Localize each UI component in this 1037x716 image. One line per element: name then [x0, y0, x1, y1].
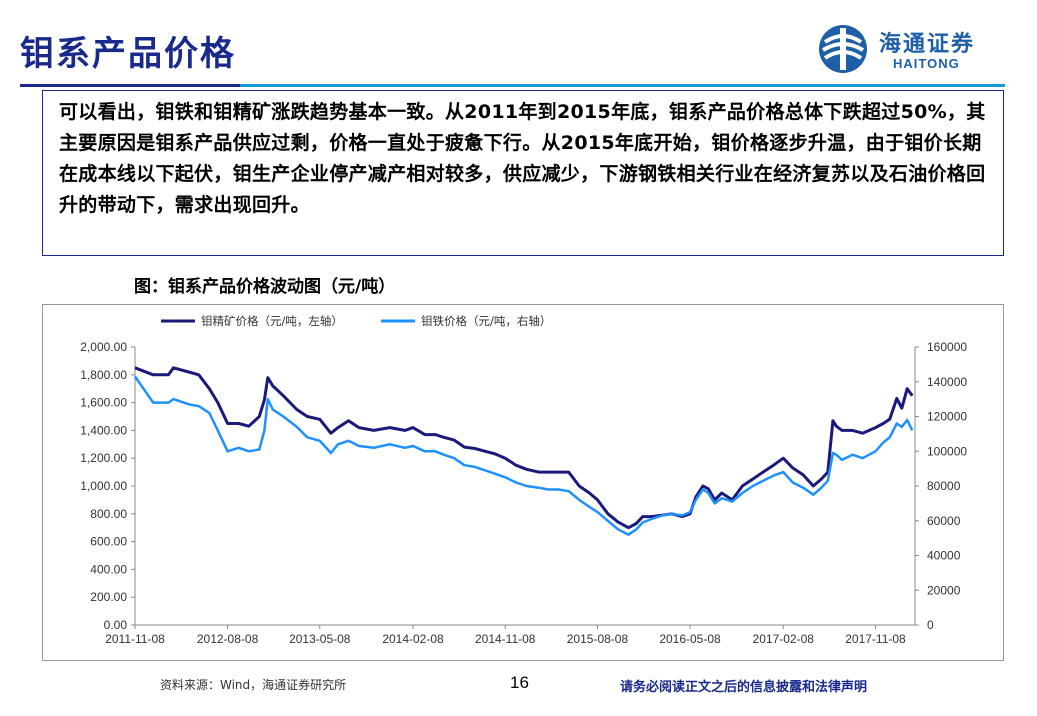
summary-box: 可以看出，钼铁和钼精矿涨跌趋势基本一致。从2011年到2015年底，钼系产品价格…	[42, 90, 1004, 256]
y-right-tick-label: 0	[927, 618, 934, 632]
y-left-tick-label: 1,200.00	[80, 451, 127, 465]
y-right-tick-label: 80000	[927, 479, 961, 493]
y-left-tick-label: 200.00	[90, 590, 127, 604]
x-tick-label: 2015-08-08	[567, 632, 629, 646]
y-right-tick-label: 60000	[927, 514, 961, 528]
logo-en-text: HAITONG	[893, 56, 960, 71]
logo-cn-text: 海通证券	[879, 31, 976, 57]
x-tick-label: 2017-11-08	[845, 632, 906, 646]
title-rule-dark	[20, 84, 240, 87]
y-right-tick-label: 40000	[927, 549, 961, 563]
y-left-tick-label: 1,400.00	[80, 423, 127, 437]
y-left-tick-label: 400.00	[90, 562, 127, 576]
x-tick-label: 2012-08-08	[197, 632, 259, 646]
figure-caption: 图：钼系产品价格波动图（元/吨）	[134, 277, 396, 297]
x-tick-label: 2014-11-08	[475, 632, 536, 646]
haitong-logo-mark	[819, 25, 867, 73]
x-tick-label: 2014-02-08	[382, 632, 444, 646]
y-right-tick-label: 120000	[927, 410, 967, 424]
title-rule-light	[240, 84, 1005, 87]
source-note: 资料来源：Wind，海通证券研究所	[160, 678, 347, 692]
y-right-tick-label: 100000	[927, 444, 967, 458]
price-line-chart: 0.00 200.00 400.00 600.00 800.00 1,000.00 1,20…	[80, 314, 967, 646]
y-right-tick-label: 140000	[927, 375, 967, 389]
x-tick-label: 2016-05-08	[659, 632, 721, 646]
legend-label: 钼铁价格（元/吨，右轴）	[421, 314, 551, 328]
chart-frame: 0.00 200.00 400.00 600.00 800.00 1,000.00 1,20…	[42, 304, 1004, 661]
y-right-tick-label: 20000	[927, 583, 961, 597]
y-left-tick-label: 1,600.00	[80, 396, 127, 410]
slide-title: 钼系产品价格	[20, 34, 236, 74]
y-left-tick-label: 1,800.00	[80, 368, 127, 382]
y-left-tick-label: 2,000.00	[80, 340, 127, 354]
haitong-logo: 海通证券 HAITONG	[815, 20, 1015, 80]
disclaimer: 请务必阅读正文之后的信息披露和法律声明	[620, 680, 868, 695]
y-left-tick-label: 600.00	[90, 535, 127, 549]
page-number: 16	[510, 673, 529, 692]
series-line-mo-concentrate	[134, 366, 914, 530]
legend-label: 钼精矿价格（元/吨，左轴）	[201, 314, 343, 328]
y-left-tick-label: 1,000.00	[80, 479, 127, 493]
series-line-ferro-mo	[133, 375, 914, 536]
x-tick-label: 2011-11-08	[105, 632, 165, 646]
y-left-tick-label: 0.00	[104, 618, 128, 632]
x-tick-label: 2017-02-08	[753, 632, 815, 646]
x-tick-label: 2013-05-08	[289, 632, 351, 646]
y-left-tick-label: 800.00	[90, 507, 127, 521]
y-right-tick-label: 160000	[927, 340, 967, 354]
